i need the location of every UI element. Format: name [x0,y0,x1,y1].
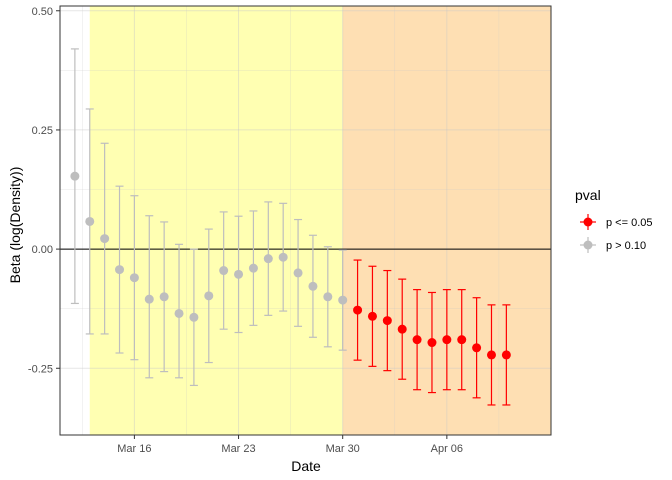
panel-border [59,5,552,436]
x-tick-label: Apr 06 [431,443,463,455]
data-point [144,294,154,304]
data-point [382,316,392,326]
legend: pval p <= 0.05 p > 0.10 [575,187,653,253]
x-axis: Mar 16 Mar 23 Mar 30 Apr 06 [117,435,463,455]
data-point [442,335,452,345]
data-point [219,266,229,276]
y-tick-label: 0.25 [32,125,53,137]
data-series [70,48,511,406]
y-tick-label: -0.25 [28,363,53,375]
data-point [427,338,437,348]
data-point [367,311,377,321]
data-point [248,263,258,273]
x-tick-label: Mar 23 [221,443,255,455]
data-point [293,268,303,278]
series-p-0-10 [70,48,348,387]
data-point [204,291,214,301]
data-point [308,281,318,291]
data-point [129,273,139,283]
data-point [323,292,333,302]
legend-entry: p <= 0.05 [580,214,653,230]
data-point [115,265,125,275]
data-point [457,335,467,345]
data-point [338,295,348,305]
y-axis: -0.25 0.00 0.25 0.50 [28,6,60,375]
data-point [100,234,110,244]
data-point [174,308,184,318]
y-axis-title: Beta (log(Density)) [7,167,23,284]
legend-entry: p > 0.10 [580,237,646,253]
data-point [85,216,95,226]
y-tick-label: 0.00 [32,244,53,256]
x-tick-label: Mar 16 [117,443,151,455]
data-point [159,292,169,302]
data-point [472,343,482,353]
data-point [501,350,511,360]
data-point [70,171,80,181]
shaded-period-1 [89,6,343,435]
data-point [234,269,244,279]
data-point [486,350,496,360]
legend-label: p <= 0.05 [606,217,653,229]
x-axis-title: Date [291,458,321,474]
data-point [412,335,422,345]
shaded-periods [89,6,551,435]
data-point [189,312,199,322]
data-point [278,252,288,262]
legend-entries: p <= 0.05 p > 0.10 [580,214,653,253]
data-point [353,305,363,315]
data-point [263,254,273,264]
x-tick-label: Mar 30 [326,443,360,455]
legend-key-point [583,217,593,227]
y-tick-label: 0.50 [32,6,53,18]
data-point [397,324,407,334]
legend-title: pval [575,187,601,203]
legend-label: p > 0.10 [606,240,646,252]
series-p-0-05 [353,259,511,406]
legend-key-point [583,240,593,250]
